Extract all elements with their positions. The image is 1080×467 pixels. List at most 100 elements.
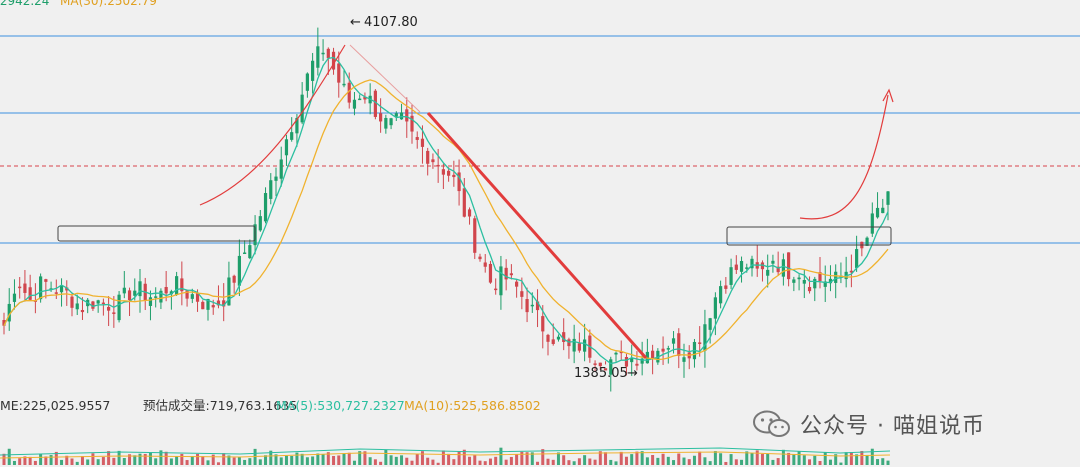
candle-body [703,324,707,351]
volume-bar [876,459,880,465]
candle-body [195,293,200,302]
candle-body [101,302,105,305]
candle-body [321,52,325,55]
volume-bar [787,452,791,465]
volume-bar [755,450,759,465]
candle-body [719,286,723,304]
candle-body [802,279,806,284]
volume-bar [509,456,513,465]
high-arrow: ← [350,15,361,30]
candle-body [159,290,163,303]
candle-body [813,278,817,289]
candle-body [237,255,241,286]
volume-bar [368,457,372,465]
volume-bar [60,459,64,465]
candle-body [180,278,184,292]
volume-bar [734,459,738,465]
volume-bar [54,451,58,465]
candle-body [713,297,717,319]
volume-bar [107,451,111,465]
volume-bar [703,457,707,465]
volume-bar [520,451,524,465]
candle-body [258,216,262,231]
candle-body [394,113,398,117]
wechat-icon [753,410,790,437]
candle-body [358,98,362,101]
volume-bar [138,453,142,465]
volume-bar [729,454,733,465]
candle-body [698,342,702,344]
candle-body [494,288,498,291]
ma30-line [3,79,889,361]
candle-body [781,259,785,277]
volume-bar [708,461,712,465]
volume-bar [687,459,691,465]
volume-bar [719,453,723,465]
candle-body [112,312,116,314]
volume-bar [536,461,540,465]
watermark: 公众号 · 喵姐说币 [752,408,985,440]
volume-bar [431,459,435,465]
volume-bar [870,448,874,465]
volume-bar [290,456,294,465]
candle-body [807,286,812,292]
volume-bar [447,453,451,465]
candle-body [635,363,639,366]
volume-bar [49,455,53,465]
candle-body [39,276,43,300]
volume-bar [483,461,487,465]
volume-bar [651,455,655,465]
candle-body [436,164,440,167]
volume-bar [154,458,158,465]
volume-bar [797,451,801,465]
candle-body [870,213,874,234]
candle-body [305,73,309,91]
candle-body [551,339,555,344]
volume-bar [813,455,817,465]
candle-body [541,316,545,332]
volume-bar [682,457,686,465]
volume-bar [860,450,864,465]
candle-body [447,170,451,176]
volume-bar [352,460,356,465]
candle-body [379,113,383,122]
candle-body [651,350,655,360]
price-annotations: 4107.80 ← 1385.05 → [350,15,638,381]
volume-bar [216,462,220,465]
candle-body [828,278,833,284]
volume-bar [499,447,503,465]
candle-body [499,266,503,296]
volume-bar [740,459,744,465]
candle-body [352,99,357,109]
candle-body [206,298,210,310]
volume-bar [211,454,215,465]
candle-body [572,338,576,352]
volume-bar [844,452,848,465]
candle-body [671,338,676,344]
volume-bar [426,457,430,465]
volume-bar [515,454,519,465]
volume-bar [604,452,608,465]
volume-bar [556,452,560,465]
candle-body [750,258,754,269]
volume-bar [332,455,336,465]
candle-body [316,46,320,68]
candle-body [666,348,670,350]
volume-bar [284,455,288,465]
candle-body [279,159,283,179]
volume-value: ME:225,025.9557 [0,398,110,413]
candle-body [452,174,456,178]
candle-body [342,83,346,86]
volume-bar [692,455,696,465]
candle-body [405,109,409,122]
volume-bar [473,455,477,465]
candle-body [23,283,27,293]
volume-bar [849,452,853,465]
candle-body [724,285,728,289]
volume-bar [65,455,69,465]
volume-bar [326,452,330,465]
candle-body [792,279,796,283]
volume-bar [630,454,634,465]
candle-body [290,132,294,140]
